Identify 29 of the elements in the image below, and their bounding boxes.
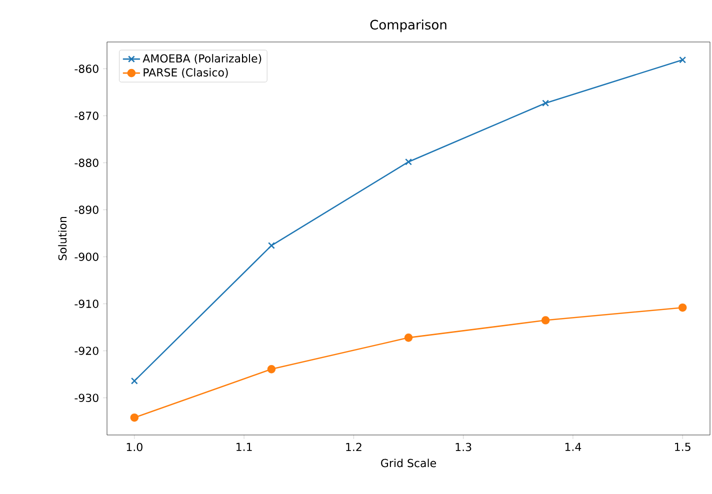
point: [267, 365, 276, 374]
legend-label: AMOEBA (Polarizable): [142, 54, 262, 64]
x-tick-label: 1.0: [126, 442, 142, 452]
x-tick-label: 1.1: [236, 442, 252, 451]
point: [130, 413, 139, 422]
x-tick-label: 1.3: [456, 442, 472, 452]
point: [541, 316, 550, 324]
y-tick-label: -880: [74, 158, 98, 167]
x-axis-title: Grid Scale: [381, 458, 436, 468]
y-tick-label: -930: [74, 394, 98, 402]
y-axis-title: Solution: [58, 217, 67, 260]
point: [404, 334, 413, 342]
point: [678, 303, 687, 312]
y-tick-label: -890: [74, 206, 98, 214]
point: [130, 377, 138, 384]
x-tick-label: 1.5: [675, 442, 690, 452]
chart-title: Comparison: [370, 20, 446, 32]
legend-label: PARSE (Clasico): [144, 68, 228, 78]
x-tick-label: 1.4: [565, 442, 582, 451]
y-tick-label: -910: [74, 300, 98, 308]
point: [268, 242, 275, 250]
y-tick-label: -860: [74, 64, 98, 73]
y-tick-label: -900: [74, 252, 98, 261]
point: [405, 158, 412, 166]
y-tick-label: -920: [74, 346, 98, 355]
x-tick-label: 1.2: [346, 442, 362, 452]
point: [679, 56, 686, 64]
point: [542, 100, 550, 107]
y-tick-label: -870: [74, 112, 98, 120]
